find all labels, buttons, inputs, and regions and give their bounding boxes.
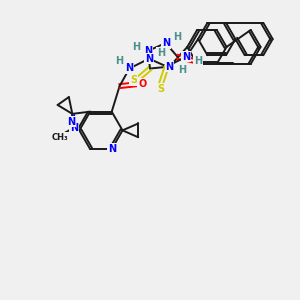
Text: N: N: [162, 38, 170, 48]
Text: H: H: [116, 56, 124, 66]
Text: S: S: [157, 84, 164, 94]
Text: N: N: [166, 61, 174, 72]
Text: CH₃: CH₃: [52, 133, 68, 142]
Text: H: H: [194, 56, 202, 66]
Text: H: H: [132, 42, 140, 52]
Text: N: N: [145, 54, 153, 64]
Text: O: O: [138, 79, 146, 89]
Text: N: N: [108, 144, 116, 154]
Text: N: N: [67, 117, 75, 127]
Text: N: N: [182, 52, 190, 62]
Text: N: N: [125, 64, 134, 74]
Text: N: N: [144, 46, 152, 56]
Text: H: H: [157, 48, 165, 58]
Text: H: H: [178, 65, 187, 76]
Text: N: N: [70, 123, 78, 133]
Text: S: S: [130, 75, 137, 85]
Text: H: H: [173, 32, 181, 42]
Text: O: O: [194, 56, 202, 66]
